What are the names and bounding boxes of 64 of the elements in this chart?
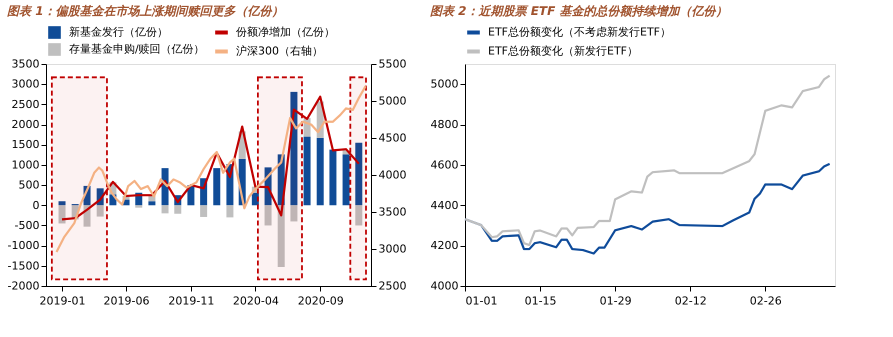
y-tick-label: -1000 — [8, 239, 40, 252]
line-series — [60, 96, 360, 220]
y-tick-label: 500 — [18, 178, 40, 192]
y2-tick-label: 3000 — [378, 242, 406, 256]
y-tick-label: 4000 — [430, 280, 458, 292]
x-tick-label: 2020-04 — [232, 294, 279, 308]
y2-tick-label: 2500 — [378, 280, 406, 292]
legend-label: ETF总份额变化（新发行ETF） — [488, 44, 638, 58]
y-tick-label: -500 — [14, 218, 40, 232]
y-tick-label: -1500 — [8, 259, 40, 272]
x-tick-label: 01-01 — [466, 294, 498, 308]
bar — [278, 205, 285, 268]
y-tick-label: 4600 — [430, 158, 458, 172]
bar — [355, 205, 362, 226]
y-tick-label: 4800 — [430, 118, 458, 132]
line-series — [55, 85, 367, 254]
x-tick-label: 02-26 — [750, 294, 782, 308]
bar — [226, 205, 234, 218]
bar — [148, 201, 156, 206]
y2-tick-label: 4000 — [378, 168, 406, 182]
legend-label: ETF总份额变化（不考虑新发行ETF） — [488, 26, 671, 38]
x-tick-label: 02-12 — [674, 294, 707, 308]
bar — [316, 138, 324, 206]
bar — [96, 205, 104, 217]
bar — [290, 205, 298, 222]
bar — [355, 142, 362, 206]
bar — [329, 150, 336, 206]
legend-label: 存量基金申购/赎回（亿份） — [69, 42, 205, 56]
x-tick-label: 01-15 — [524, 294, 557, 308]
y-tick-label: 1000 — [12, 158, 40, 172]
bar — [58, 201, 66, 206]
y2-tick-label: 4500 — [378, 132, 406, 144]
chart-title: 图表 1：偏股基金在市场上涨期间赎回更多（亿份） — [7, 4, 284, 18]
bar — [304, 136, 311, 206]
y-tick-label: 5000 — [430, 78, 458, 91]
y2-tick-label: 5000 — [378, 94, 406, 108]
x-tick-label: 2019-11 — [168, 294, 214, 308]
x-tick-label: 2019-01 — [40, 294, 86, 308]
bar — [264, 205, 272, 226]
x-tick-label: 2019-06 — [104, 294, 150, 308]
y2-tick-label: 3500 — [378, 206, 406, 218]
bar — [58, 205, 66, 224]
x-tick-label: 2020-09 — [298, 294, 344, 308]
bar — [342, 154, 350, 206]
y-tick-label: 4200 — [430, 239, 458, 252]
y-tick-label: 2000 — [12, 118, 40, 132]
y-tick-label: 3000 — [12, 78, 40, 91]
legend-label: 新基金发行（亿份） — [69, 26, 168, 38]
y-tick-label: 0 — [32, 198, 40, 212]
bar — [174, 205, 182, 214]
y-tick-label: 2500 — [12, 98, 40, 111]
y-tick-label: 4400 — [430, 198, 458, 212]
bar — [162, 205, 169, 214]
chart-title: 图表 2：近期股票 ETF 基金的总份额持续增加（亿份） — [430, 4, 728, 18]
y-tick-label: -2000 — [8, 280, 40, 292]
bar — [200, 205, 208, 217]
y2-tick-label: 5500 — [378, 58, 406, 70]
legend-label: 份额净增加（亿份） — [236, 26, 335, 38]
bar — [252, 192, 259, 206]
bar — [213, 168, 220, 206]
y-tick-label: 1500 — [12, 138, 40, 152]
y-tick-label: 3500 — [12, 58, 40, 70]
x-tick-label: 01-29 — [600, 294, 632, 308]
legend-label: 沪深300（右轴） — [236, 44, 323, 58]
